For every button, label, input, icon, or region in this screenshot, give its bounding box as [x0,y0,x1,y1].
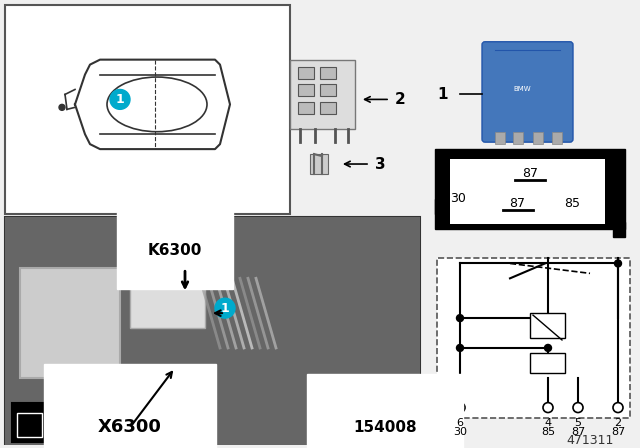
Text: 87: 87 [522,168,538,181]
Text: 87: 87 [571,427,585,437]
Bar [12,403,47,442]
Text: 85: 85 [564,197,580,210]
Circle shape [614,260,621,267]
Bar [495,132,505,144]
Bar [613,222,625,237]
Text: 87: 87 [611,427,625,437]
Text: X6300: X6300 [98,418,162,436]
Text: 30: 30 [453,427,467,437]
Bar [435,149,625,228]
Circle shape [456,345,463,351]
Bar [20,268,120,378]
Text: 30: 30 [450,192,466,205]
FancyBboxPatch shape [482,42,573,142]
Bar [298,103,314,114]
Bar [533,132,543,144]
Text: K6300: K6300 [148,243,202,258]
Bar [437,258,630,418]
Text: 4: 4 [545,418,552,427]
Circle shape [613,403,623,413]
Bar [290,60,355,129]
Text: 1: 1 [116,93,124,106]
Bar [298,67,314,78]
Text: 2: 2 [395,92,406,107]
Bar [530,353,565,373]
Text: 3: 3 [375,156,386,172]
Bar [5,217,420,445]
Circle shape [456,314,463,322]
Text: 2: 2 [614,418,621,427]
Text: 85: 85 [541,427,555,437]
Text: 6: 6 [456,418,463,427]
Bar [320,67,336,78]
Bar [530,313,565,338]
Text: 154008: 154008 [353,420,417,435]
Bar [5,5,290,214]
Circle shape [59,104,65,110]
Circle shape [543,403,553,413]
Text: BMW: BMW [513,86,531,92]
Text: 87: 87 [509,197,525,210]
Circle shape [545,345,552,351]
Circle shape [455,403,465,413]
Text: 1: 1 [221,302,229,314]
Bar [513,132,523,144]
Bar [552,132,562,144]
Circle shape [110,90,130,109]
Bar [130,273,205,328]
Text: 5: 5 [575,418,582,427]
Bar [5,217,420,445]
Text: 471311: 471311 [566,434,614,447]
Bar [435,199,447,214]
Bar [17,413,42,437]
Bar [450,159,605,224]
Bar [310,154,328,174]
Bar [320,85,336,96]
Bar [320,103,336,114]
Bar [298,85,314,96]
Text: 1: 1 [438,87,448,102]
Circle shape [573,403,583,413]
Bar [450,15,595,144]
Circle shape [215,298,235,318]
